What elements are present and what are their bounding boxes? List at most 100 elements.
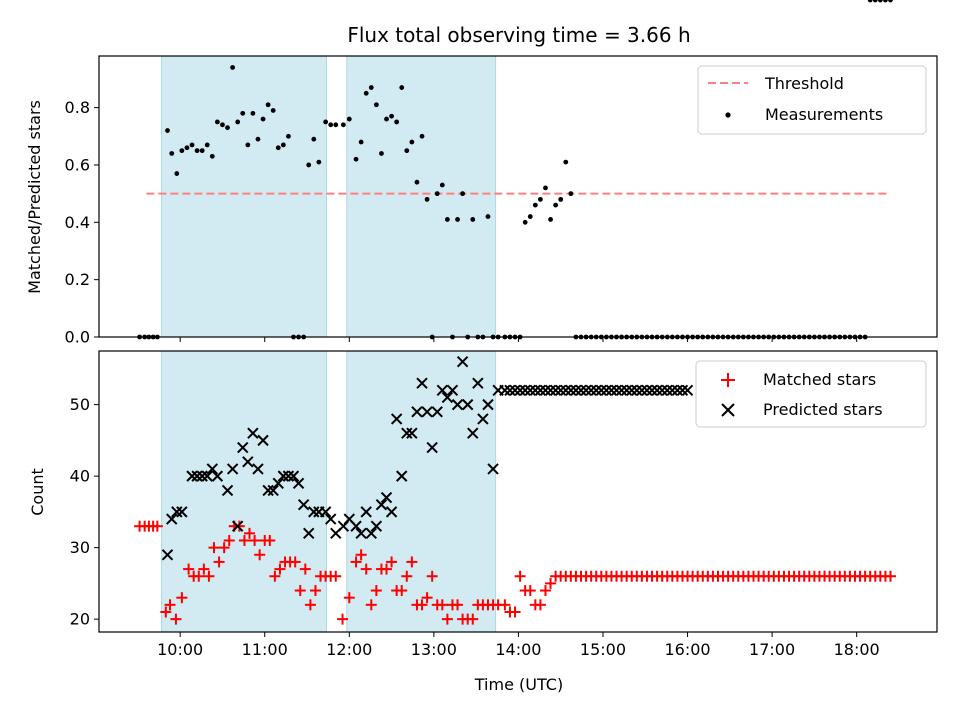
matched-star-point [545, 577, 557, 589]
matched-star-point [884, 570, 896, 582]
measurement-point [280, 142, 286, 148]
measurement-point [568, 191, 574, 197]
measurement-point [404, 148, 410, 154]
matched-star-point [289, 556, 301, 568]
predicted-star-point [272, 477, 284, 489]
measurement-point [389, 113, 394, 119]
predicted-star-point [524, 384, 536, 397]
measurement-point [470, 217, 476, 222]
measurement-point [548, 217, 553, 222]
measurement-point [532, 202, 538, 208]
measurement-point [368, 85, 374, 90]
matched-star-point [426, 570, 438, 582]
measurement-point [214, 119, 220, 125]
measurement-point [333, 122, 339, 128]
predicted-star-point [441, 391, 454, 404]
measurement-point [270, 108, 276, 113]
predicted-star-point [350, 520, 362, 532]
matched-star-point [330, 570, 342, 582]
predicted-star-point [472, 377, 484, 389]
predicted-star-point [360, 506, 372, 518]
predicted-star-point [487, 463, 499, 475]
measurement-point [311, 136, 317, 142]
predicted-star-point [446, 384, 459, 397]
matched-star-point [304, 599, 316, 611]
measurement-point [399, 85, 405, 90]
top-legend-box [697, 65, 927, 135]
predicted-star-point [615, 384, 628, 397]
legend-matched-label: Matched stars [763, 370, 876, 389]
observing-interval [161, 55, 327, 338]
matched-star-point [337, 613, 349, 625]
legend-predicted-label: Predicted stars [763, 400, 883, 419]
predicted-star-point [242, 456, 254, 468]
matched-star-point [386, 556, 398, 568]
bottom-y-ticks: 20 30 40 50 [70, 395, 99, 629]
measurement-point [346, 116, 352, 122]
matched-star-point [233, 520, 245, 532]
x-tick-label: 11:00 [242, 640, 288, 659]
y-tick-label: 30 [70, 538, 90, 557]
predicted-star-point [237, 441, 249, 454]
x-axis-label: Time (UTC) [474, 675, 563, 694]
measurement-point [199, 148, 205, 154]
measurement-point [194, 148, 200, 154]
predicted-star-point [166, 513, 178, 525]
measurement-point [414, 179, 420, 185]
measurement-point [384, 116, 389, 122]
predicted-star-point [247, 427, 259, 439]
x-tick-label: 10:00 [157, 640, 203, 659]
x-tick-label: 14:00 [495, 640, 541, 659]
predicted-star-point [308, 506, 320, 518]
predicted-star-point [252, 463, 264, 475]
measurement-point [522, 219, 528, 225]
measurement-point [189, 142, 195, 148]
predicted-star-point [605, 384, 618, 397]
measurement-point [455, 217, 460, 222]
measurement-point [527, 214, 533, 219]
predicted-star-point [375, 499, 388, 511]
matched-star-point [309, 585, 321, 597]
predicted-star-point [406, 427, 418, 439]
predicted-star-point [560, 384, 572, 397]
predicted-star-point [292, 477, 305, 489]
predicted-star-point [370, 520, 383, 532]
predicted-star-point [297, 499, 310, 511]
predicted-star-point [231, 520, 244, 532]
measurement-point [394, 119, 400, 125]
y-tick-label: 20 [70, 610, 90, 629]
measurement-point [373, 102, 379, 108]
measurement-point [424, 196, 430, 202]
predicted-star-point [580, 384, 592, 397]
bottom-legend: Matched stars Predicted stars [695, 360, 927, 428]
matched-star-point [355, 549, 367, 561]
predicted-star-point [196, 470, 208, 482]
matched-star-point [416, 599, 428, 611]
predicted-star-point [431, 406, 443, 418]
predicted-star-point [549, 384, 562, 397]
matched-star-point [441, 613, 453, 625]
measurement-point [883, 0, 888, 3]
y-tick-label: 0.2 [65, 270, 90, 289]
matched-star-point [238, 534, 250, 546]
top-y-axis-label: Matched/Predicted stars [25, 100, 44, 294]
matched-star-point [421, 592, 433, 604]
matched-star-point [343, 592, 355, 604]
matched-star-point [160, 606, 172, 618]
matched-star-point [193, 570, 205, 582]
y-tick-label: 40 [70, 467, 90, 486]
legend-measurements-label: Measurements [765, 105, 883, 124]
predicted-star-point [211, 470, 224, 482]
predicted-star-point [355, 527, 367, 540]
predicted-star-point [514, 384, 526, 397]
measurement-point [379, 151, 384, 156]
matched-star-point [514, 570, 526, 582]
legend-threshold-label: Threshold [764, 74, 844, 93]
predicted-star-point [651, 384, 663, 397]
predicted-star-point [456, 356, 469, 368]
measurement-point [184, 145, 190, 151]
y-tick-label: 0.6 [65, 155, 90, 174]
observing-interval [346, 350, 497, 633]
predicted-star-point [504, 384, 516, 397]
